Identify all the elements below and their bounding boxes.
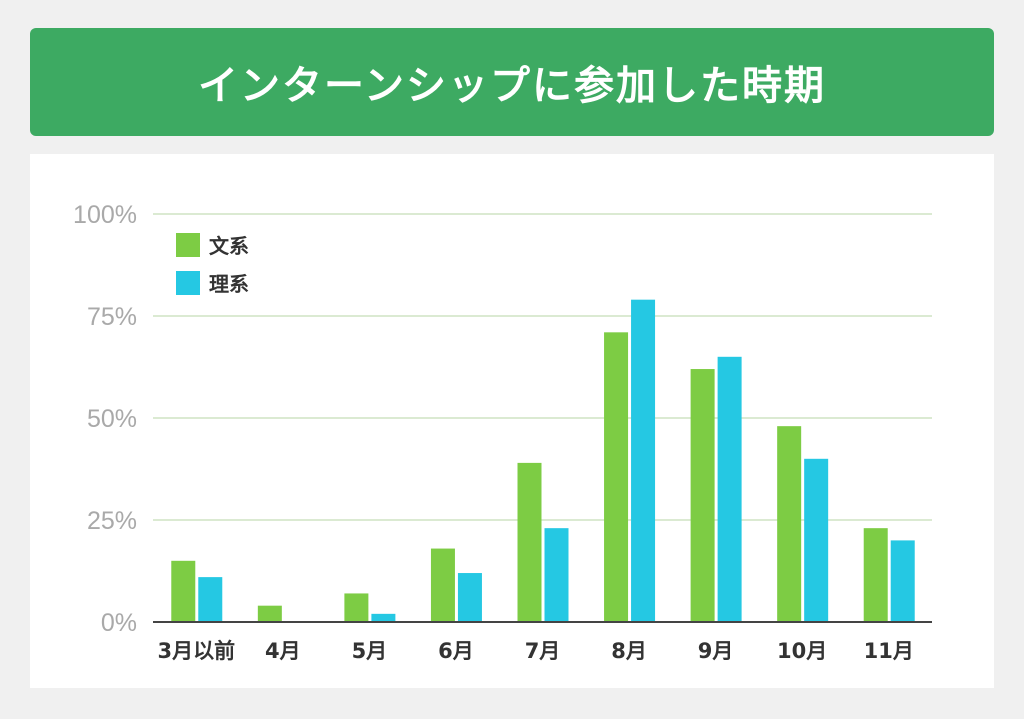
x-tick-label: 7月 bbox=[525, 639, 561, 663]
bar-rikei bbox=[717, 356, 742, 622]
bar-bunkei bbox=[171, 560, 196, 622]
x-tick-label: 4月 bbox=[265, 639, 301, 663]
y-tick-label: 100% bbox=[73, 201, 137, 229]
x-tick-label: 10月 bbox=[777, 639, 827, 663]
x-tick-label: 9月 bbox=[698, 639, 734, 663]
bar-bunkei bbox=[430, 548, 455, 622]
legend-label: 理系 bbox=[209, 272, 249, 296]
bar-bunkei bbox=[517, 462, 542, 622]
x-tick-label: 3月以前 bbox=[157, 639, 235, 663]
bar-bunkei bbox=[257, 605, 282, 622]
bar-bunkei bbox=[690, 369, 715, 622]
chart-title: インターンシップに参加した時期 bbox=[198, 63, 826, 109]
bar-rikei bbox=[371, 613, 396, 622]
y-tick-label: 0% bbox=[101, 609, 137, 637]
bar-rikei bbox=[198, 577, 223, 622]
bar-bunkei bbox=[344, 593, 369, 622]
chart-header: インターンシップに参加した時期 bbox=[30, 28, 994, 136]
bar-rikei bbox=[457, 573, 482, 622]
x-tick-label: 11月 bbox=[864, 639, 914, 663]
legend-swatch bbox=[176, 233, 200, 257]
bar-bunkei bbox=[604, 332, 629, 622]
legend-label: 文系 bbox=[209, 234, 249, 258]
bar-bunkei bbox=[863, 528, 888, 622]
y-tick-label: 50% bbox=[87, 405, 137, 433]
bar-rikei bbox=[631, 299, 656, 622]
y-tick-label: 25% bbox=[87, 507, 137, 535]
x-tick-label: 8月 bbox=[611, 639, 647, 663]
y-tick-label: 75% bbox=[87, 303, 137, 331]
x-tick-label: 6月 bbox=[438, 639, 474, 663]
bar-bunkei bbox=[777, 426, 802, 622]
legend-swatch bbox=[176, 271, 200, 295]
bar-rikei bbox=[544, 528, 569, 622]
bar-rikei bbox=[890, 540, 915, 622]
x-tick-label: 5月 bbox=[352, 639, 388, 663]
bar-rikei bbox=[804, 458, 829, 622]
